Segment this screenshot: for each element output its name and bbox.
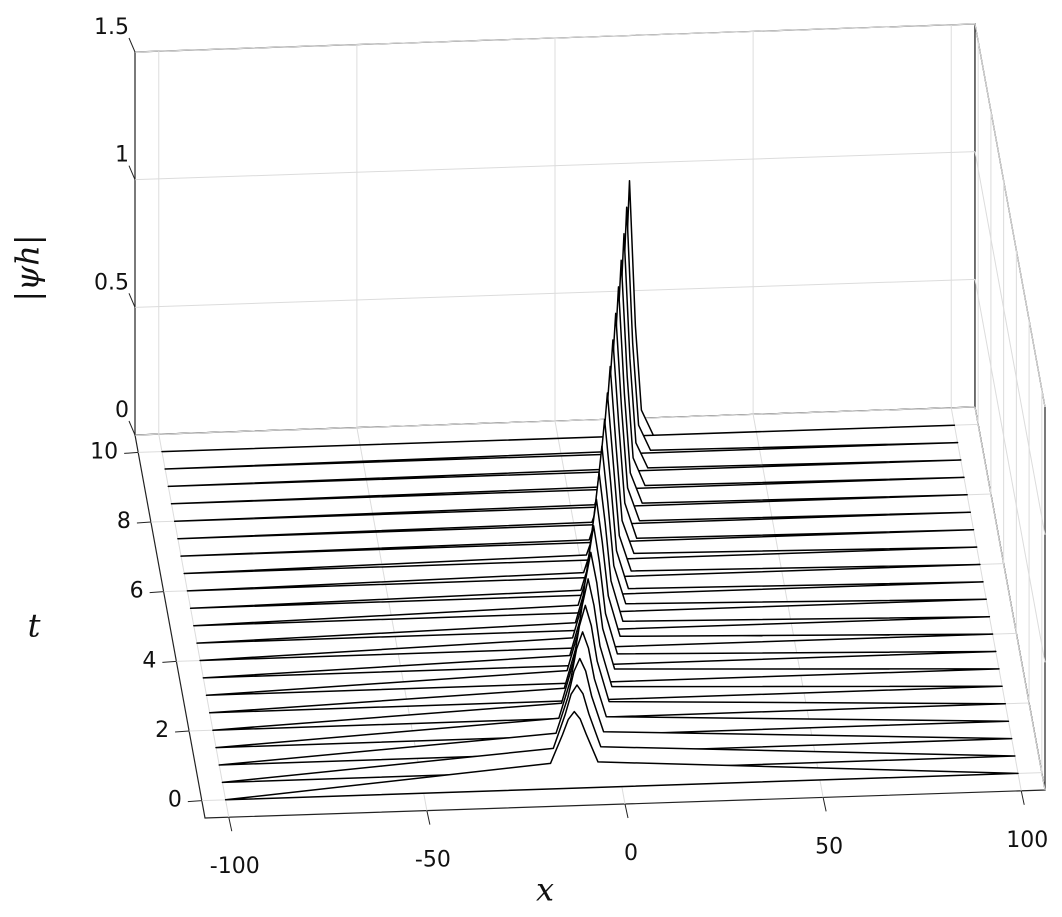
grid-line xyxy=(134,406,976,436)
x-tick-label: 100 xyxy=(1006,828,1048,853)
tick-mark xyxy=(228,817,233,832)
x-tick-label: -100 xyxy=(210,854,260,879)
z-tick-label: 1.5 xyxy=(94,15,129,40)
z-tick-label: 1 xyxy=(115,143,129,168)
curve xyxy=(208,578,1003,714)
tick-mark xyxy=(128,165,136,180)
x-axis-label: x xyxy=(536,871,554,909)
tick-mark xyxy=(426,810,431,825)
y-tick-label: 2 xyxy=(155,718,169,743)
y-tick-label: 4 xyxy=(142,648,156,673)
tick-mark xyxy=(128,37,136,53)
curve xyxy=(218,657,1013,766)
grid-line xyxy=(974,406,1046,791)
curve xyxy=(221,684,1016,784)
tick-mark xyxy=(822,797,827,812)
x-tick-label: 50 xyxy=(815,834,843,859)
y-tick-label: 8 xyxy=(117,509,131,534)
z-tick-label: 0.5 xyxy=(94,270,129,295)
grid-line xyxy=(974,279,1046,663)
tick-mark xyxy=(175,730,190,733)
grid-line xyxy=(134,23,976,53)
z-axis-label: |ψh| xyxy=(9,234,47,301)
curve xyxy=(212,604,1007,731)
y-tick-label: 6 xyxy=(130,579,144,604)
tick-mark xyxy=(136,521,151,524)
tick-mark xyxy=(128,293,136,308)
tick-mark xyxy=(149,591,164,594)
tick-mark xyxy=(1020,790,1025,805)
curve xyxy=(224,710,1019,801)
tick-mark xyxy=(162,660,177,663)
curve xyxy=(215,631,1010,749)
y-tick-label: 0 xyxy=(168,788,182,813)
grid-line xyxy=(974,151,1046,535)
tick-mark xyxy=(187,800,202,803)
tick-mark xyxy=(124,451,139,454)
tick-mark xyxy=(128,420,136,436)
grid-line xyxy=(134,151,976,181)
grid-line xyxy=(974,23,1046,408)
z-tick-label: 0 xyxy=(115,398,129,423)
x-tick-label: -50 xyxy=(415,848,451,873)
grid-line xyxy=(134,278,976,308)
t-axis-label: t xyxy=(28,607,41,645)
y-tick-label: 10 xyxy=(90,439,118,464)
x-tick-label: 0 xyxy=(624,841,638,866)
tick-mark xyxy=(624,803,629,819)
